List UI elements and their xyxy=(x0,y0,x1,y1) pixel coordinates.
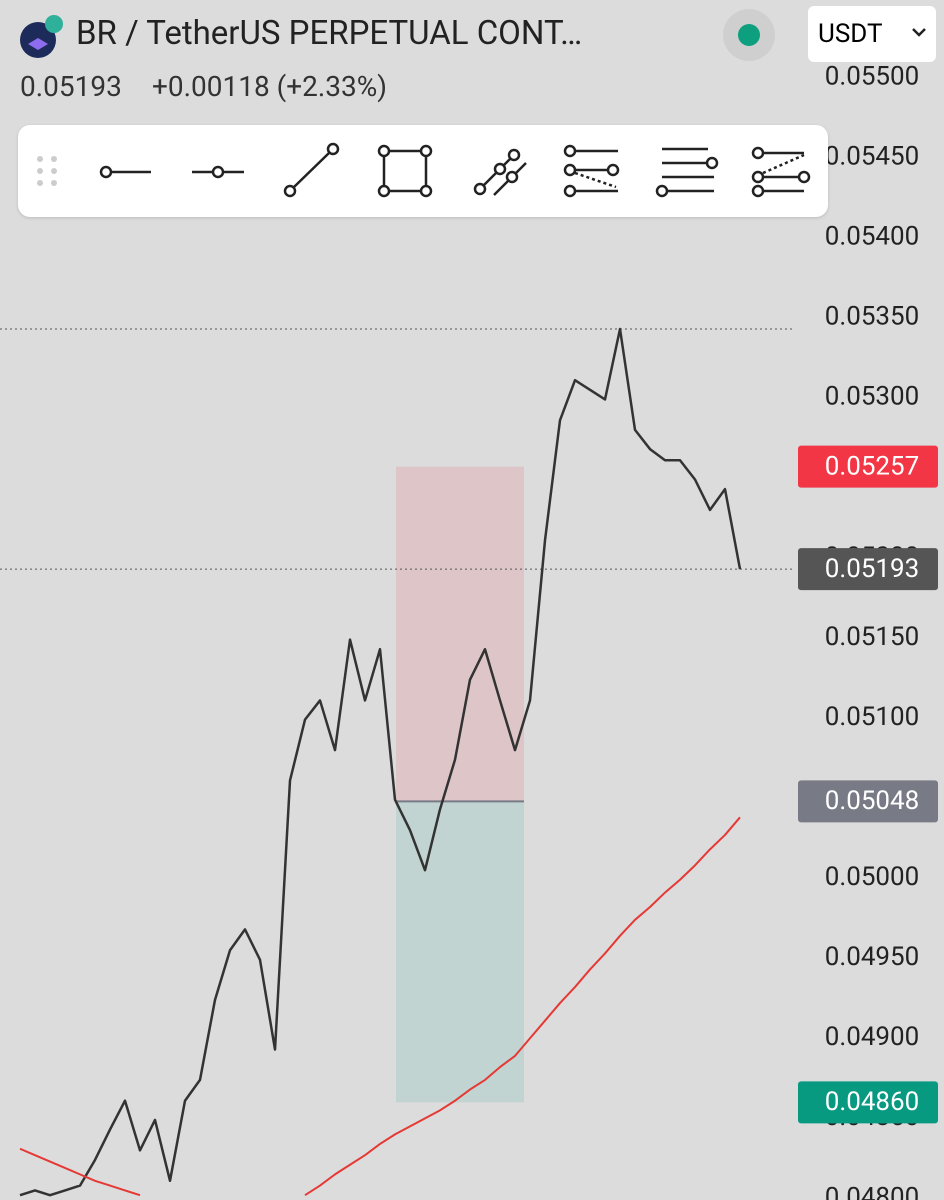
tool-fib-ext[interactable] xyxy=(751,146,811,198)
price-badge xyxy=(798,780,938,823)
y-tick-label: 0.05500 xyxy=(825,61,920,91)
coin-icon xyxy=(20,15,63,58)
y-tick-label: 0.05000 xyxy=(825,862,920,892)
price-badge-label: 0.05257 xyxy=(825,452,920,482)
y-tick-label: 0.05300 xyxy=(825,382,920,412)
price-badge-label: 0.05048 xyxy=(825,786,920,816)
chevron xyxy=(912,28,926,37)
y-tick-label: 0.04950 xyxy=(825,942,920,972)
price-badge-label: 0.04860 xyxy=(825,1087,920,1117)
y-tick-label: 0.04900 xyxy=(825,1022,920,1052)
quote-dropdown[interactable]: USDT xyxy=(808,6,936,62)
price-badge xyxy=(798,445,938,488)
tool-hline[interactable] xyxy=(192,165,244,179)
toolbar-icons xyxy=(37,142,811,198)
moving-average-line xyxy=(19,816,741,1197)
stop-zone xyxy=(396,466,524,802)
price-change: +0.00118 (+2.33%) xyxy=(152,70,387,103)
tool-channel[interactable] xyxy=(473,148,527,196)
tool-fib[interactable] xyxy=(563,144,620,198)
price-badge xyxy=(798,548,938,591)
symbol-title: BR / TetherUS PERPETUAL CONT… xyxy=(76,14,583,53)
y-tick-label: 0.05400 xyxy=(825,222,920,252)
tool-ray[interactable] xyxy=(99,165,151,179)
y-tick-label: 0.05350 xyxy=(825,302,920,332)
y-tick-label: 0.05150 xyxy=(825,622,920,652)
price-line xyxy=(19,327,742,1197)
tool-rect[interactable] xyxy=(377,144,433,198)
y-tick-label: 0.04800 xyxy=(825,1182,920,1200)
y-tick-label: 0.05100 xyxy=(825,702,920,732)
quote-label: USDT xyxy=(818,19,883,49)
price-badge xyxy=(798,1081,938,1124)
tool-lines[interactable] xyxy=(655,147,719,198)
price-badge-label: 0.05193 xyxy=(825,554,920,584)
last-price: 0.05193 xyxy=(20,70,122,103)
status-button[interactable] xyxy=(722,8,776,62)
y-tick-label: 0.05450 xyxy=(825,142,920,172)
tool-trendline[interactable] xyxy=(283,142,340,198)
drawing-toolbar xyxy=(18,125,828,217)
plot-area: 0.048000.048500.049000.049500.050000.050… xyxy=(0,61,938,1200)
